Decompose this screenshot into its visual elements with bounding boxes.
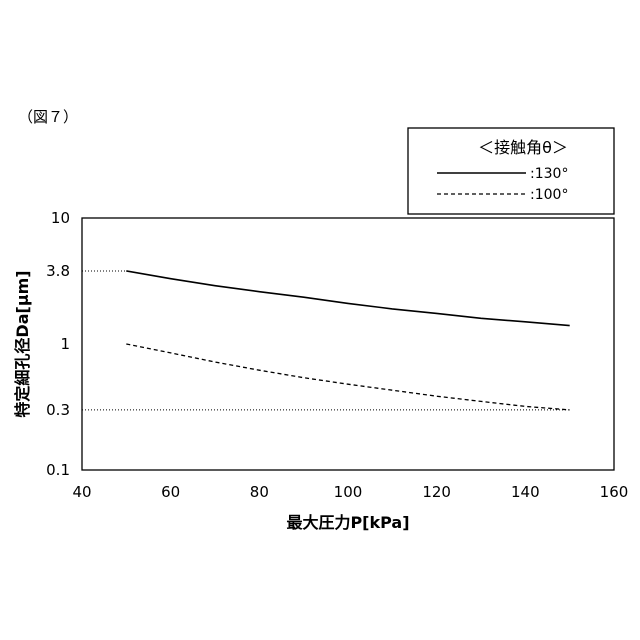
series-line-1 (126, 343, 570, 411)
legend-box (407, 127, 615, 215)
y-tick-label: 1 (60, 335, 70, 353)
x-tick-label: 120 (422, 483, 451, 501)
legend: ＜接触角θ＞ :130° :100° (407, 127, 615, 215)
figure-label: （図７） (18, 108, 79, 126)
plot-frame (81, 217, 615, 471)
legend-title: ＜接触角θ＞ (478, 138, 568, 157)
x-tick-label: 100 (334, 483, 363, 501)
y-tick-label: 0.1 (46, 461, 70, 479)
x-tick-label: 160 (600, 483, 629, 501)
y-tick-label: 10 (51, 209, 70, 227)
reference-lines (82, 270, 570, 411)
x-axis-title: 最大圧力P[kPa] (286, 513, 409, 532)
series-line-0 (126, 270, 570, 327)
x-tick-labels: 40 60 80 100 120 140 160 (72, 483, 628, 501)
x-tick-label: 80 (250, 483, 269, 501)
x-tick-label: 60 (161, 483, 180, 501)
x-tick-label: 40 (72, 483, 91, 501)
y-tick-label: 3.8 (46, 262, 70, 280)
series-group (126, 270, 570, 411)
legend-label-100: :100° (530, 187, 568, 203)
y-axis-title: 特定細孔径Da[μm] (13, 270, 32, 417)
y-tick-labels: 0.1 0.3 1 3.8 10 (46, 209, 70, 479)
legend-label-130: :130° (530, 166, 568, 182)
y-tick-label: 0.3 (46, 401, 70, 419)
x-tick-label: 140 (511, 483, 540, 501)
